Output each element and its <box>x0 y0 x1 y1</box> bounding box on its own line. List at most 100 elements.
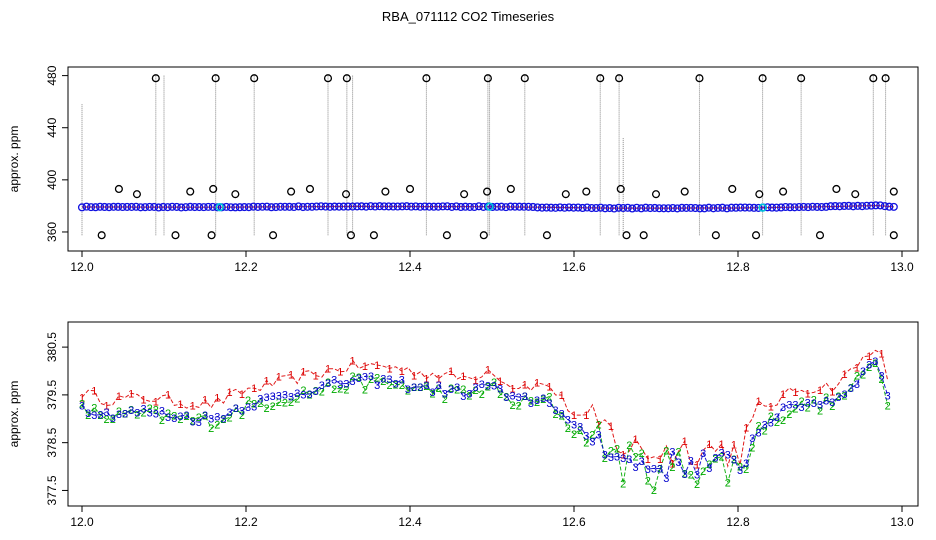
series-point-1: 1 <box>251 383 257 395</box>
data-point <box>231 203 240 212</box>
data-point <box>583 203 592 212</box>
series-point-3: 3 <box>436 380 442 392</box>
series-point-2: 2 <box>251 398 257 410</box>
series-point-2: 2 <box>110 414 116 426</box>
series-point-3: 3 <box>251 402 257 414</box>
series-point-3: 3 <box>134 408 140 420</box>
data-point <box>858 202 867 211</box>
data-point <box>235 203 244 212</box>
series-point-2: 2 <box>411 382 417 394</box>
series-point-2: 2 <box>657 464 663 476</box>
series-point-2: 2 <box>706 459 712 471</box>
series-point-2: 2 <box>614 444 620 456</box>
series-point-3: 3 <box>479 379 485 391</box>
outlier-mid-point <box>755 190 764 199</box>
series-point-2: 2 <box>712 454 718 466</box>
top-y-axis-label: approx. ppm <box>7 126 21 193</box>
series-point-1: 1 <box>706 439 712 451</box>
series-point-1: 1 <box>632 434 638 446</box>
series-point-1: 1 <box>645 454 651 466</box>
data-point <box>664 204 673 213</box>
series-point-2: 2 <box>798 396 804 408</box>
series-line-1 <box>81 349 889 468</box>
outlier-mid-point <box>680 187 689 196</box>
data-point <box>790 203 799 212</box>
series-point-2: 2 <box>608 446 614 458</box>
series-point-2: 2 <box>626 440 632 452</box>
data-point <box>443 202 452 211</box>
series-point-3: 3 <box>706 463 712 475</box>
data-point <box>695 204 704 213</box>
series-point-3: 3 <box>552 405 558 417</box>
data-point <box>95 202 105 211</box>
series-point-3: 3 <box>214 412 220 424</box>
series-point-1: 1 <box>313 371 319 383</box>
outlier-mid-point <box>381 187 390 196</box>
data-point <box>641 203 650 212</box>
data-point <box>804 203 813 212</box>
series-point-2: 2 <box>842 391 848 403</box>
series-point-1: 1 <box>878 348 884 360</box>
series-point-3: 3 <box>860 366 866 378</box>
outlier-high-point <box>758 74 767 83</box>
data-point <box>632 203 641 212</box>
series-point-3: 3 <box>577 421 583 433</box>
data-point <box>465 202 474 211</box>
series-point-3: 3 <box>319 380 325 392</box>
x-tick-label: 12.4 <box>398 260 422 274</box>
series-point-3: 3 <box>220 413 226 425</box>
series-point-3: 3 <box>399 375 405 387</box>
x-tick-label: 12.8 <box>726 260 750 274</box>
series-point-3: 3 <box>171 413 177 425</box>
data-point <box>587 204 596 213</box>
data-point <box>127 202 136 211</box>
series-point-2: 2 <box>442 394 448 406</box>
series-point-1: 1 <box>780 389 786 401</box>
series-point-2: 2 <box>522 391 528 403</box>
data-point <box>610 204 619 213</box>
data-point <box>154 203 163 212</box>
data-point <box>867 201 876 210</box>
series-point-3: 3 <box>614 452 620 464</box>
data-point <box>677 203 686 212</box>
top-raw-traces <box>81 75 887 236</box>
series-point-1: 1 <box>571 410 577 422</box>
series-point-2: 2 <box>380 376 386 388</box>
data-point <box>267 203 276 212</box>
series-point-1: 1 <box>263 375 269 387</box>
data-point <box>298 203 308 212</box>
series-point-1: 1 <box>805 389 811 401</box>
series-point-3: 3 <box>270 391 276 403</box>
data-point <box>840 201 849 211</box>
series-line-3 <box>81 360 889 480</box>
data-point <box>646 203 655 213</box>
series-point-2: 2 <box>675 446 681 458</box>
data-point <box>461 202 470 211</box>
series-point-2: 2 <box>368 374 374 386</box>
series-point-2: 2 <box>792 404 798 416</box>
series-point-3: 3 <box>313 386 319 398</box>
series-point-3: 3 <box>159 406 165 418</box>
series-point-3: 3 <box>755 427 761 439</box>
outlier-low-point <box>207 231 216 240</box>
series-point-3: 3 <box>356 373 362 385</box>
series-point-3: 3 <box>682 469 688 481</box>
series-point-1: 1 <box>165 389 171 401</box>
data-point <box>551 203 560 212</box>
data-point <box>772 203 781 212</box>
data-point <box>303 202 312 211</box>
outlier-low-point <box>171 231 180 240</box>
series-point-3: 3 <box>639 456 645 468</box>
series-point-1: 1 <box>177 399 183 411</box>
data-point <box>876 201 885 210</box>
series-point-1: 1 <box>719 439 725 451</box>
data-point <box>713 203 722 212</box>
series-point-3: 3 <box>651 463 657 475</box>
series-point-1: 1 <box>755 396 761 408</box>
data-point <box>722 204 731 213</box>
series-point-1: 1 <box>91 386 97 398</box>
data-point <box>271 202 280 212</box>
series-point-3: 3 <box>657 464 663 476</box>
data-point <box>488 202 497 212</box>
x-tick-label: 12.0 <box>70 515 94 529</box>
